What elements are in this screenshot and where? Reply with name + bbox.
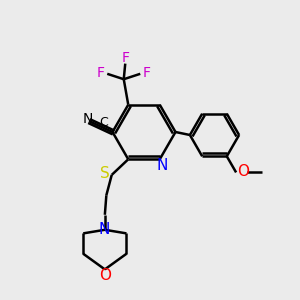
Text: C: C — [100, 116, 108, 129]
Text: N: N — [157, 158, 168, 173]
Text: F: F — [121, 51, 129, 64]
Text: O: O — [237, 164, 249, 179]
Text: N: N — [99, 222, 110, 237]
Text: S: S — [100, 166, 110, 181]
Text: F: F — [143, 66, 151, 80]
Text: O: O — [99, 268, 111, 284]
Text: F: F — [97, 66, 105, 80]
Text: N: N — [82, 112, 93, 126]
